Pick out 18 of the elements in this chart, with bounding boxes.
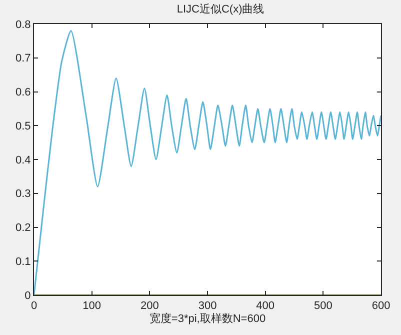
x-tick-label: 400 <box>256 300 275 312</box>
line-series <box>34 30 381 295</box>
y-tick-label: 0.7 <box>16 52 31 65</box>
x-axis-title: 宽度=3*pi,取样数N=600 <box>149 312 266 326</box>
y-tick-label: 0.1 <box>16 256 31 268</box>
y-tick-label: 0.3 <box>16 188 31 200</box>
x-tick-label: 500 <box>314 300 332 312</box>
x-tick-label: 300 <box>198 300 217 312</box>
chart-title: LIJC近似C(x)曲线 <box>176 2 264 16</box>
y-tick-label: 0.5 <box>16 120 31 132</box>
y-tick-label: 0.4 <box>16 154 31 166</box>
x-tick-label: 100 <box>82 300 102 312</box>
y-tick-label: 0.8 <box>16 18 31 31</box>
x-tick-label: 600 <box>372 300 390 312</box>
x-tick-label: 200 <box>140 300 159 312</box>
y-tick-label: 0.2 <box>16 222 31 234</box>
y-tick-label: 0 <box>24 290 31 302</box>
y-tick-label: 0.6 <box>16 86 31 99</box>
